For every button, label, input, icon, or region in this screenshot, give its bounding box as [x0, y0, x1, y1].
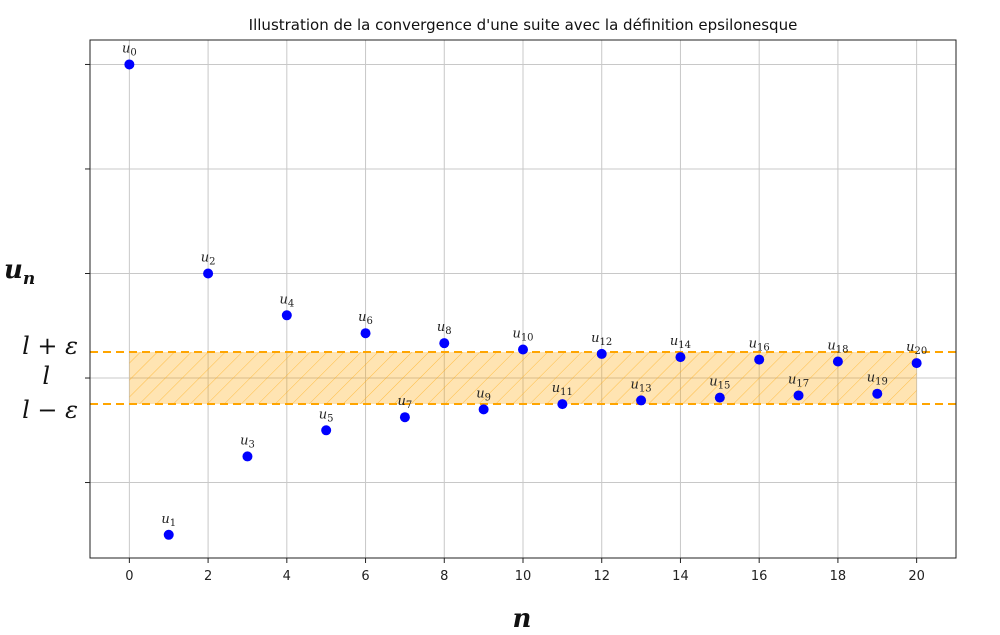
x-tick-label: 2 — [204, 569, 212, 584]
y-label-limit: l — [42, 362, 50, 390]
data-point — [124, 59, 135, 70]
grid — [90, 40, 956, 558]
data-point — [478, 404, 489, 415]
y-label-upper: l + ε — [22, 332, 78, 360]
x-tick-label: 20 — [908, 569, 925, 584]
point-label: u1 — [161, 512, 176, 529]
x-tick-label: 16 — [751, 569, 768, 584]
point-label: u4 — [279, 292, 294, 309]
data-point — [872, 388, 883, 399]
data-point — [596, 348, 607, 359]
data-point — [242, 451, 253, 462]
x-tick-label: 12 — [593, 569, 610, 584]
x-ticks: 0 2 4 6 8 10 12 14 16 18 20 — [85, 63, 925, 584]
chart-title: Illustration de la convergence d'une sui… — [249, 16, 798, 34]
epsilon-band — [90, 350, 956, 406]
x-tick-label: 6 — [361, 569, 369, 584]
y-axis-label: un — [4, 255, 35, 289]
data-point — [163, 529, 174, 540]
point-label: u3 — [240, 433, 255, 450]
data-point — [636, 395, 647, 406]
data-point — [832, 356, 843, 367]
data-points: u0u1u2u3u4u5u6u7u8u9u10u11u12u13u14u15u1… — [122, 41, 927, 540]
data-point — [675, 352, 686, 363]
x-axis-label: n — [513, 604, 532, 634]
x-tick-label: 10 — [515, 569, 532, 584]
data-point — [793, 390, 804, 401]
point-label: u0 — [122, 41, 137, 58]
data-point — [203, 268, 214, 279]
point-label: u2 — [201, 251, 216, 268]
data-point — [911, 358, 922, 369]
y-label-lower: l − ε — [22, 396, 78, 424]
data-point — [557, 399, 568, 410]
x-tick-label: 8 — [440, 569, 448, 584]
data-point — [754, 354, 765, 365]
data-point — [399, 412, 410, 423]
data-point — [714, 392, 725, 403]
data-point — [281, 310, 292, 321]
data-point — [518, 344, 528, 355]
data-point — [321, 425, 332, 436]
data-point — [360, 328, 371, 339]
point-label: u6 — [358, 310, 373, 327]
band-hatch — [129, 351, 917, 405]
x-tick-label: 0 — [125, 569, 133, 584]
x-tick-label: 4 — [283, 569, 291, 584]
data-point — [439, 338, 450, 349]
point-label: u8 — [437, 320, 452, 337]
x-tick-label: 18 — [830, 569, 847, 584]
x-tick-label: 14 — [672, 569, 689, 584]
point-label: u5 — [319, 407, 334, 424]
